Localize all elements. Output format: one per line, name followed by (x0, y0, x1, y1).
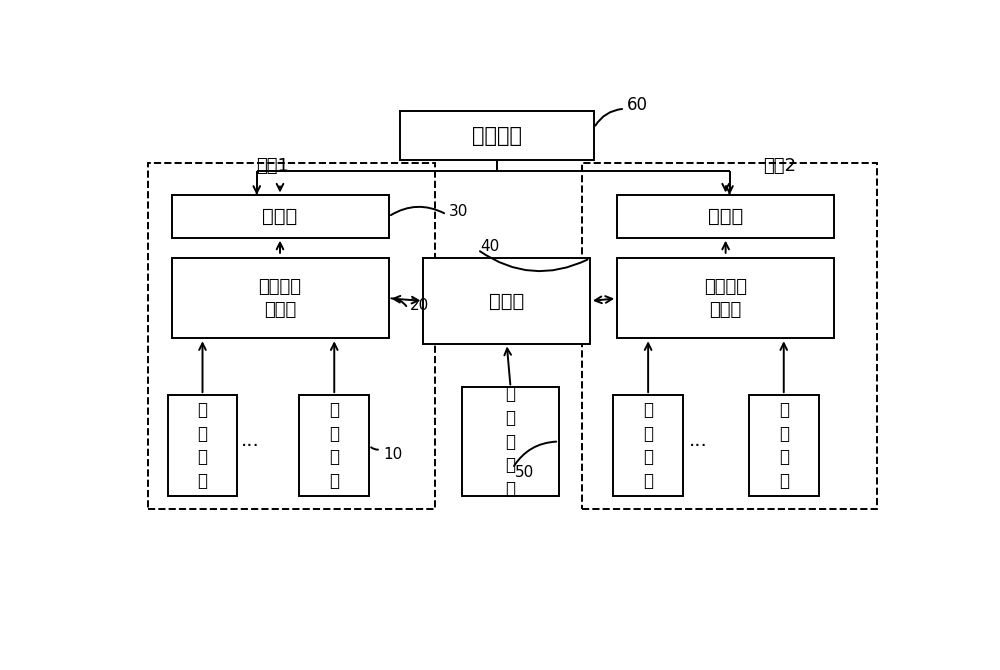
Text: 检
测
设
备: 检 测 设 备 (198, 401, 208, 490)
Text: 60: 60 (627, 96, 648, 114)
Text: 40: 40 (480, 239, 499, 254)
Bar (462, 387, 559, 496)
Text: 检
测
设
备: 检 测 设 备 (329, 401, 339, 490)
Bar (400, 111, 594, 160)
Text: ···: ··· (689, 438, 708, 456)
Bar (299, 395, 369, 496)
Bar (617, 196, 834, 238)
Text: 30: 30 (449, 204, 468, 220)
Bar (582, 163, 877, 509)
Text: 路口2: 路口2 (763, 157, 796, 174)
Text: 过车量调
整设备: 过车量调 整设备 (258, 277, 302, 319)
Text: ···: ··· (241, 438, 260, 456)
Text: 信号机: 信号机 (708, 207, 743, 226)
Text: 互
联
网
引
擎: 互 联 网 引 擎 (506, 385, 516, 498)
Bar (168, 395, 237, 496)
Text: 信号机: 信号机 (262, 207, 298, 226)
Bar (423, 259, 590, 344)
Text: 过车量调
整设备: 过车量调 整设备 (704, 277, 747, 319)
Bar (148, 163, 435, 509)
Bar (613, 395, 683, 496)
Text: 路口1: 路口1 (256, 157, 289, 174)
Text: 50: 50 (515, 465, 534, 480)
Text: 控制中心: 控制中心 (472, 126, 522, 146)
Text: 检
测
设
备: 检 测 设 备 (643, 401, 653, 490)
Bar (749, 395, 819, 496)
Bar (617, 259, 834, 338)
Text: 检
测
设
备: 检 测 设 备 (779, 401, 789, 490)
Bar (172, 196, 388, 238)
Text: 服务端: 服务端 (489, 291, 524, 310)
Text: 10: 10 (383, 447, 402, 462)
Bar (172, 259, 388, 338)
Text: 20: 20 (410, 298, 429, 314)
